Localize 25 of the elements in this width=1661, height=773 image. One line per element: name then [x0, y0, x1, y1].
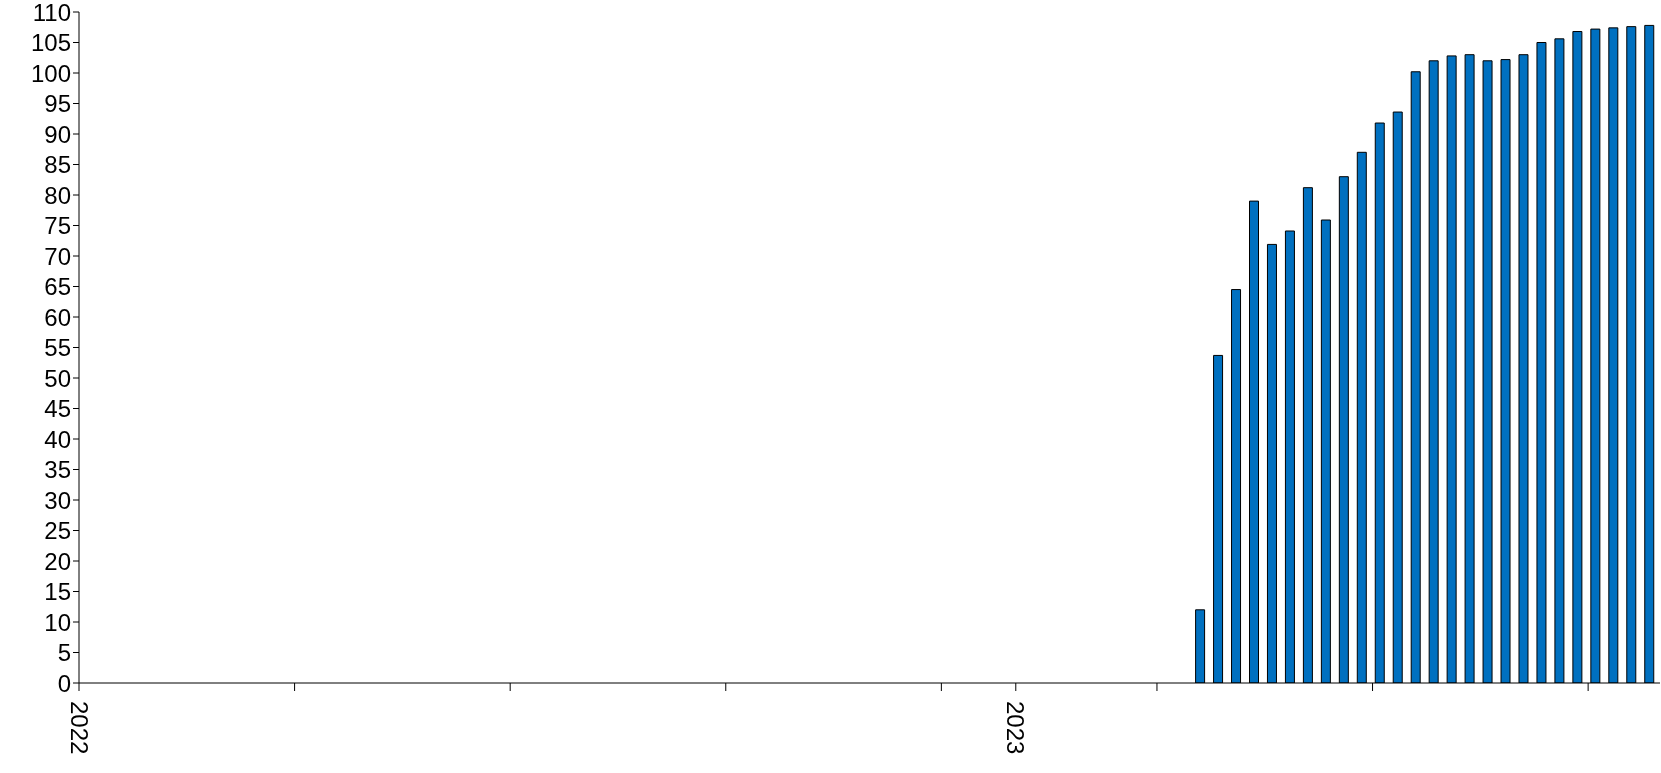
y-tick-label: 20 — [44, 547, 71, 575]
y-tick-label: 85 — [44, 151, 71, 179]
y-tick-label: 55 — [44, 334, 71, 362]
y-tick-label: 105 — [30, 29, 71, 57]
y-tick-label: 65 — [44, 273, 71, 301]
x-tick-label: 2023 — [1002, 701, 1030, 755]
x-tick-label: 2022 — [65, 701, 93, 755]
y-tick-label: 70 — [44, 242, 71, 270]
y-tick-label: 100 — [30, 59, 71, 87]
y-tick-label: 40 — [44, 425, 71, 453]
y-tick-label: 35 — [44, 456, 71, 484]
y-tick-label: 75 — [44, 212, 71, 240]
y-tick-label: 30 — [44, 486, 71, 514]
y-tick-label: 25 — [44, 517, 71, 545]
y-tick-label: 5 — [57, 639, 71, 667]
y-tick-label: 45 — [44, 395, 71, 423]
y-tick-label: 10 — [44, 608, 71, 636]
y-tick-label: 80 — [44, 181, 71, 209]
y-tick-label: 95 — [44, 90, 71, 118]
y-tick-label: 50 — [44, 364, 71, 392]
y-tick-label: 0 — [57, 669, 71, 697]
y-tick-label: 15 — [44, 578, 71, 606]
y-tick-label: 60 — [44, 303, 71, 331]
y-tick-label: 110 — [32, 0, 71, 26]
y-tick-label: 90 — [44, 120, 71, 148]
